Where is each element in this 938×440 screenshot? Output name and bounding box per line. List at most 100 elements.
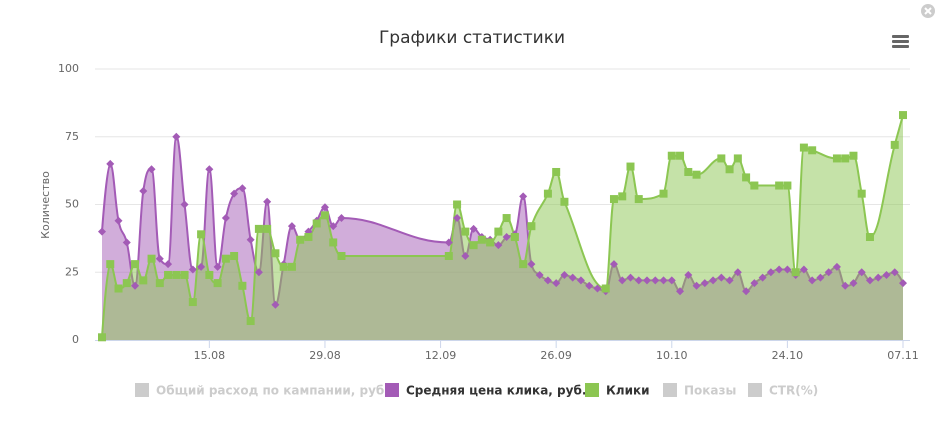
- marker: [304, 233, 313, 242]
- marker: [461, 227, 470, 236]
- marker: [221, 214, 230, 223]
- marker: [676, 287, 685, 296]
- marker: [246, 235, 255, 244]
- marker: [601, 284, 610, 293]
- marker: [766, 268, 775, 277]
- y-tick-label: 50: [65, 198, 79, 211]
- marker: [114, 284, 123, 293]
- y-tick-label: 75: [65, 130, 79, 143]
- marker: [585, 281, 594, 290]
- marker: [197, 262, 206, 271]
- marker: [808, 146, 817, 155]
- marker: [717, 154, 726, 163]
- marker: [106, 260, 115, 269]
- marker: [527, 222, 536, 231]
- marker: [263, 224, 272, 233]
- x-tick-label: 10.10: [656, 349, 688, 362]
- marker: [750, 279, 759, 288]
- marker: [899, 279, 907, 288]
- marker: [205, 165, 214, 174]
- marker: [543, 276, 552, 285]
- marker: [287, 262, 296, 271]
- marker: [172, 270, 181, 279]
- y-tick-label: 100: [58, 62, 79, 75]
- marker: [461, 251, 470, 260]
- marker: [824, 268, 833, 277]
- marker: [494, 241, 503, 250]
- marker: [609, 195, 618, 204]
- marker: [98, 333, 106, 342]
- legend-item[interactable]: CTR(%): [748, 383, 818, 398]
- menu-bar: [892, 35, 909, 38]
- marker: [841, 154, 850, 163]
- marker: [692, 281, 701, 290]
- marker: [271, 249, 280, 258]
- marker: [188, 265, 197, 274]
- marker: [618, 192, 627, 201]
- marker: [865, 233, 874, 242]
- x-tick-label: 15.08: [194, 349, 226, 362]
- marker: [717, 273, 726, 282]
- marker: [758, 273, 767, 282]
- marker: [139, 186, 148, 195]
- marker: [213, 262, 222, 271]
- y-axis-label: Количество: [39, 171, 52, 239]
- marker: [775, 181, 784, 190]
- legend-swatch: [135, 383, 149, 397]
- x-tick-label: 12.09: [425, 349, 457, 362]
- marker: [816, 273, 825, 282]
- legend-item[interactable]: Показы: [663, 383, 736, 398]
- legend-item[interactable]: Общий расход по кампании, руб.: [135, 383, 389, 398]
- marker: [882, 270, 891, 279]
- marker: [444, 251, 453, 260]
- marker: [857, 268, 866, 277]
- legend-item[interactable]: Средняя цена клика, руб.: [385, 383, 586, 398]
- marker: [725, 165, 734, 174]
- marker: [486, 238, 495, 247]
- marker: [444, 238, 453, 247]
- y-tick-label: 25: [65, 265, 79, 278]
- marker: [329, 222, 338, 231]
- marker: [205, 270, 214, 279]
- marker: [733, 268, 742, 277]
- marker: [552, 279, 561, 288]
- close-cross: [924, 7, 932, 15]
- legend-label: Общий расход по кампании, руб.: [156, 384, 389, 398]
- marker: [775, 265, 784, 274]
- x-tick-label: 26.09: [540, 349, 572, 362]
- marker: [857, 189, 866, 198]
- marker: [213, 279, 222, 288]
- series-area: [102, 115, 903, 340]
- marker: [543, 189, 552, 198]
- marker: [519, 192, 528, 201]
- marker: [552, 167, 561, 176]
- marker: [659, 189, 668, 198]
- marker: [568, 273, 577, 282]
- x-tick-label: 29.08: [309, 349, 341, 362]
- marker: [337, 251, 346, 260]
- marker: [576, 276, 585, 285]
- legend-label: Показы: [684, 384, 736, 398]
- menu-bar: [892, 45, 909, 48]
- marker: [841, 281, 850, 290]
- marker: [469, 224, 478, 233]
- close-button[interactable]: [921, 4, 935, 18]
- marker: [684, 270, 693, 279]
- marker: [899, 111, 907, 120]
- marker: [254, 268, 263, 277]
- marker: [799, 143, 808, 152]
- legend-item[interactable]: Клики: [585, 383, 650, 398]
- marker: [667, 276, 676, 285]
- marker: [634, 195, 643, 204]
- marker: [733, 154, 742, 163]
- marker: [180, 270, 189, 279]
- marker: [164, 270, 173, 279]
- marker: [98, 227, 106, 236]
- menu-button[interactable]: [892, 35, 909, 48]
- marker: [329, 238, 338, 247]
- marker: [593, 284, 602, 293]
- marker: [469, 241, 478, 250]
- marker: [626, 162, 635, 171]
- marker: [320, 203, 329, 212]
